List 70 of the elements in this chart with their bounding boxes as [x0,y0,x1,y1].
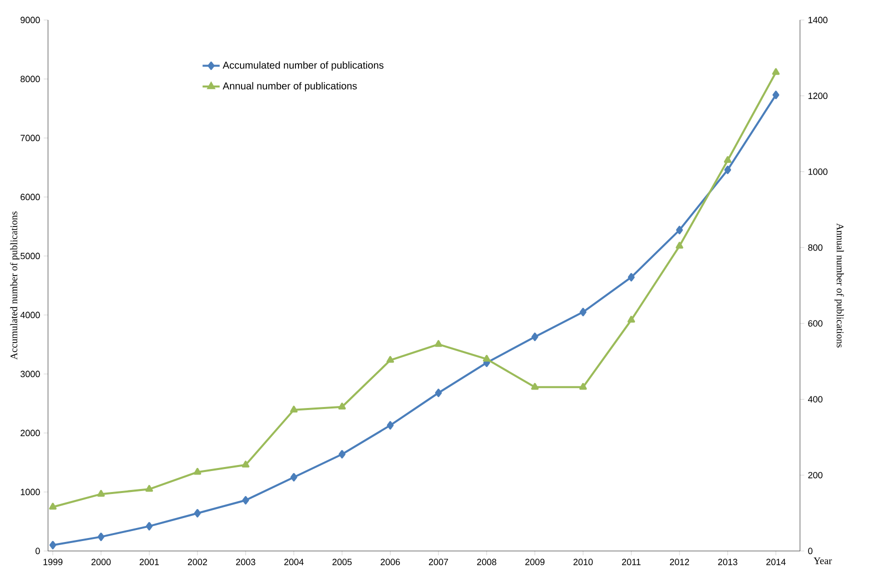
y2-tick-label: 1400 [808,16,828,24]
point [338,450,346,458]
x-axis-title: Year [814,558,832,564]
y2-tick-label: 1000 [808,168,828,175]
y2-tick-label: 400 [808,396,822,402]
y-axis-title: Accumulated number of publications [10,212,20,360]
point [242,496,250,504]
point [98,532,104,542]
x-tick-label: 2002 [188,558,207,566]
x-tick-label: 2008 [477,558,496,566]
y-tick-label: 2000 [20,430,40,436]
x-tick-label: 1999 [44,558,62,566]
x-tick-label: 2010 [574,558,593,566]
x-tick-label: 2009 [525,558,544,566]
x-tick-label: 2005 [332,558,352,566]
y-tick-label: 4000 [20,312,40,318]
point [97,490,105,497]
point [242,460,250,468]
y2-tick-label: 1200 [808,92,828,100]
x-tick-label: 2004 [284,558,304,566]
y-tick-label: 6000 [20,194,40,200]
point [49,540,56,550]
point [628,273,635,282]
point [531,382,539,390]
point [724,166,732,174]
point [290,473,298,482]
point [676,242,684,249]
point [194,468,202,475]
x-tick-label: 2012 [670,558,690,566]
point [146,522,153,530]
y-tick-label: 3000 [20,370,40,378]
x-tick-label: 2013 [718,558,738,566]
x-tick-label: 2006 [380,558,400,566]
y2-tick-label: 800 [808,244,822,251]
legend-label: Annual number of publications [222,82,357,92]
point [676,226,683,234]
x-tick-label: 2003 [236,558,256,566]
y-tick-label: 9000 [20,16,40,24]
point [49,502,57,510]
x-tick-label: 2007 [428,558,448,566]
y-tick-label: 0 [36,548,40,554]
point [434,340,442,347]
point [435,388,442,398]
point [580,308,586,316]
y-tick-label: 1000 [20,488,40,496]
point [724,156,732,163]
y2-tick-label: 0 [808,548,812,554]
legend-label: Accumulated number of publications [222,61,384,71]
point [772,68,780,75]
y2-axis-title: Annual number of publications [834,223,844,348]
point [579,382,587,390]
point [628,316,636,323]
point [386,421,394,430]
point [194,509,201,518]
point [338,402,346,410]
point [290,406,298,412]
x-tick-label: 2011 [622,558,641,566]
point [531,332,538,342]
y-tick-label: 5000 [20,252,40,260]
y2-tick-label: 200 [808,472,822,478]
point [482,354,490,362]
y-tick-label: 7000 [20,134,40,142]
x-tick-label: 2000 [91,558,111,566]
point [145,484,154,492]
y2-tick-label: 600 [808,320,822,327]
x-tick-label: 2001 [140,558,159,566]
point [386,356,394,363]
point [772,90,780,100]
y-tick-label: 8000 [20,76,40,82]
x-tick-label: 2014 [766,558,786,566]
